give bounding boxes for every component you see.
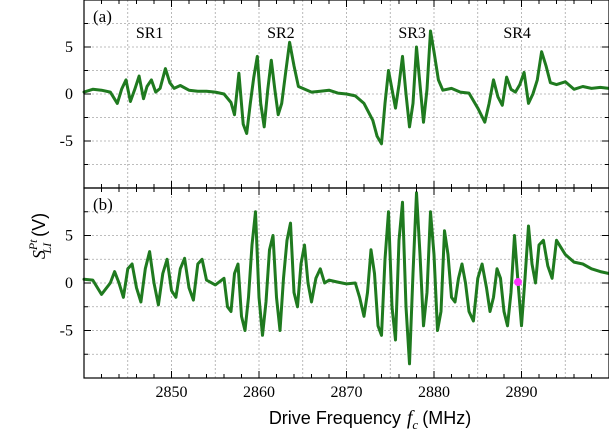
y-tick-label: 0 xyxy=(65,86,73,103)
y-axis-superscript: Pt xyxy=(26,239,40,251)
annotation-label: SR2 xyxy=(267,25,295,42)
series-line xyxy=(82,29,609,146)
y-tick-label: 0 xyxy=(65,275,73,292)
y-tick-label: 5 xyxy=(65,39,73,56)
panel-label: (a) xyxy=(93,7,112,26)
y-axis-title-text: SPtLI (V) xyxy=(26,213,54,259)
x-axis-title: Drive Frequency fc (MHz) xyxy=(269,407,471,432)
x-tick-label: 2870 xyxy=(331,384,363,401)
x-axis-symbol-sub: c xyxy=(412,417,418,432)
y-tick-label: 5 xyxy=(65,228,73,245)
x-axis-title-text: Drive Frequency fc (MHz) xyxy=(269,407,471,432)
annotation-label: SR4 xyxy=(503,25,531,42)
annotation-label: SR3 xyxy=(398,25,426,42)
x-tick-label: 2890 xyxy=(506,384,538,401)
x-tick-label: 2850 xyxy=(156,384,188,401)
y-axis-title: SPtLI (V) xyxy=(26,213,54,259)
y-tick-label: -5 xyxy=(60,133,73,150)
x-axis-unit: (MHz) xyxy=(422,408,471,428)
x-tick-label: 2880 xyxy=(418,384,450,401)
y-axis-subscript: LI xyxy=(40,242,54,255)
y-axis-unit: (V) xyxy=(29,213,49,237)
data-marker xyxy=(514,278,522,287)
panel-label: (b) xyxy=(93,195,113,214)
x-axis-label: Drive Frequency xyxy=(269,408,401,428)
panel-a: -5 0 5 (a) SR1 SR2 SR3 SR4 xyxy=(60,0,609,189)
annotation-label: SR1 xyxy=(136,25,164,42)
grid xyxy=(84,0,609,188)
x-axis-symbol: f xyxy=(407,407,415,429)
x-tick-label: 2860 xyxy=(243,384,275,401)
panel-b: -5 0 5 2850 2860 2870 2880 2890 (b) xyxy=(60,187,609,401)
series-line xyxy=(82,191,609,366)
y-axis-symbol: S xyxy=(29,250,49,259)
y-tick-label: -5 xyxy=(60,323,73,340)
